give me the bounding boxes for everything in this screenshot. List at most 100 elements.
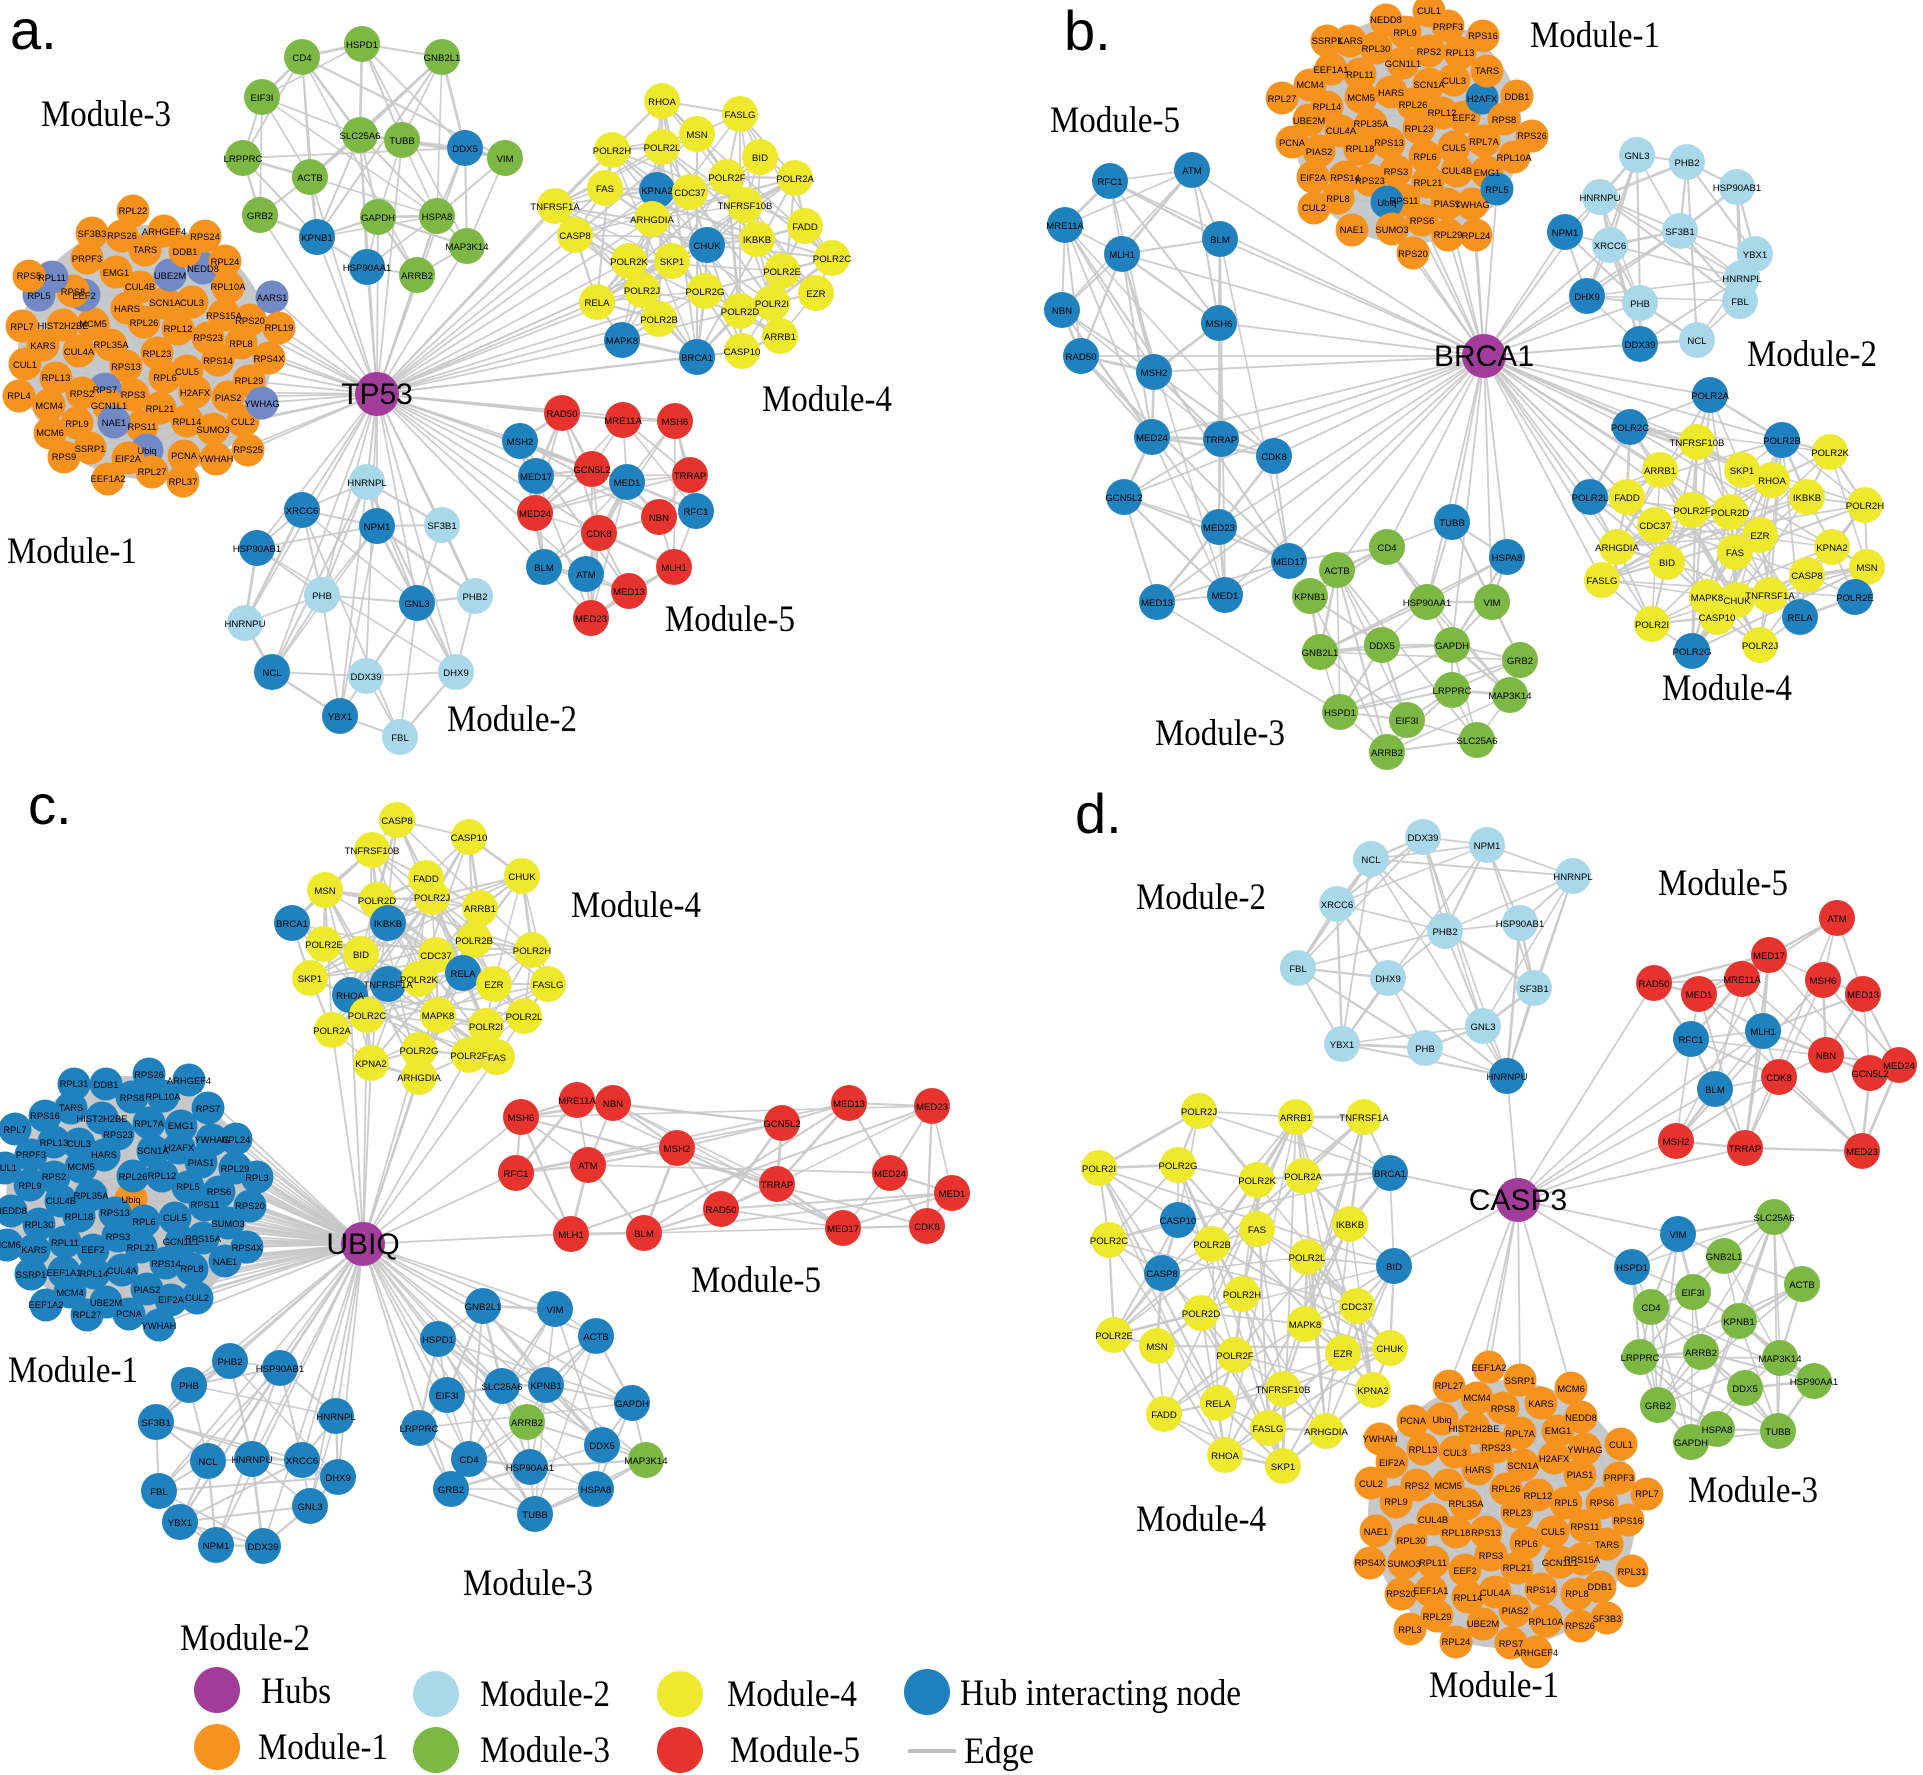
svg-text:YWHAG: YWHAG — [194, 1134, 229, 1145]
svg-text:RPL4: RPL4 — [7, 390, 30, 401]
svg-text:RPL13: RPL13 — [1409, 1444, 1438, 1455]
svg-text:BLM: BLM — [1210, 235, 1230, 246]
svg-text:RAD50: RAD50 — [1639, 979, 1670, 990]
svg-text:Module-2: Module-2 — [447, 699, 577, 740]
svg-text:TNFRSF1A: TNFRSF1A — [1745, 591, 1795, 602]
svg-text:ARHGEF4: ARHGEF4 — [167, 1075, 211, 1086]
svg-text:MSH6: MSH6 — [508, 1113, 535, 1124]
svg-text:Module-3: Module-3 — [1688, 1470, 1818, 1511]
svg-text:RPS13: RPS13 — [1374, 137, 1404, 148]
svg-text:DDB1: DDB1 — [172, 246, 197, 257]
svg-text:CASP3: CASP3 — [1469, 1184, 1567, 1217]
svg-text:POLR2B: POLR2B — [1193, 1240, 1231, 1251]
svg-text:CUL5: CUL5 — [1541, 1526, 1565, 1537]
svg-text:SKP1: SKP1 — [298, 974, 323, 985]
svg-text:POLR2G: POLR2G — [400, 1046, 439, 1057]
svg-text:EMG1: EMG1 — [103, 267, 130, 278]
svg-text:RPS8: RPS8 — [1492, 114, 1517, 125]
svg-text:CDC37: CDC37 — [1341, 1302, 1372, 1313]
svg-text:RPL12: RPL12 — [148, 1170, 177, 1181]
svg-text:KPNA2: KPNA2 — [1357, 1386, 1388, 1397]
svg-text:LRPPRC: LRPPRC — [224, 154, 263, 165]
svg-text:ARRB2: ARRB2 — [1371, 748, 1403, 759]
svg-text:RPL35A: RPL35A — [74, 1190, 110, 1201]
svg-text:PCNA: PCNA — [116, 1308, 143, 1319]
svg-text:UBE2M: UBE2M — [1293, 115, 1325, 126]
svg-text:MED24: MED24 — [874, 1169, 907, 1180]
svg-text:RPS26: RPS26 — [134, 1069, 164, 1080]
svg-text:GRB2: GRB2 — [247, 211, 273, 222]
svg-text:LRPPRC: LRPPRC — [1621, 1353, 1660, 1364]
svg-text:MSH6: MSH6 — [1810, 976, 1837, 987]
svg-text:RPL35A: RPL35A — [1449, 1498, 1485, 1509]
svg-text:EIF3I: EIF3I — [436, 1391, 459, 1402]
svg-text:IKBKB: IKBKB — [1793, 493, 1821, 504]
svg-text:CUL5: CUL5 — [1442, 142, 1466, 153]
svg-text:YBX1: YBX1 — [328, 712, 353, 723]
svg-text:ARHGDIA: ARHGDIA — [397, 1073, 441, 1084]
svg-text:GCN1L1: GCN1L1 — [1542, 1557, 1578, 1568]
svg-text:H2AFX: H2AFX — [1467, 93, 1498, 104]
svg-text:POLR2K: POLR2K — [610, 257, 648, 268]
svg-text:RPL10A: RPL10A — [1497, 152, 1533, 163]
svg-text:ACTB: ACTB — [1789, 1280, 1815, 1291]
svg-text:LRPPRC: LRPPRC — [1433, 686, 1472, 697]
svg-text:RPS14: RPS14 — [203, 355, 233, 366]
svg-text:RPL24: RPL24 — [222, 1134, 251, 1145]
svg-text:MLH1: MLH1 — [661, 563, 687, 574]
svg-text:YWHAH: YWHAH — [199, 453, 234, 464]
svg-text:MRE11A: MRE11A — [558, 1096, 596, 1107]
svg-text:CASP10: CASP10 — [1699, 613, 1736, 624]
svg-text:RPS2: RPS2 — [70, 388, 95, 399]
svg-text:SLC25A6: SLC25A6 — [481, 1382, 522, 1393]
svg-text:DHX9: DHX9 — [1375, 974, 1401, 985]
svg-text:CD4: CD4 — [459, 1455, 479, 1466]
svg-text:PIAS2: PIAS2 — [134, 1284, 161, 1295]
svg-text:Module-5: Module-5 — [691, 1260, 821, 1301]
svg-text:SF3B3: SF3B3 — [78, 228, 107, 239]
svg-text:RPS3: RPS3 — [106, 1231, 131, 1242]
svg-text:RPL11: RPL11 — [38, 272, 66, 283]
svg-text:MRE11A: MRE11A — [604, 416, 642, 427]
svg-text:EEF2: EEF2 — [1453, 1565, 1476, 1576]
svg-text:EIF2A: EIF2A — [1379, 1457, 1406, 1468]
svg-text:ATM: ATM — [578, 1161, 598, 1172]
svg-text:EZR: EZR — [1750, 531, 1769, 542]
svg-text:MCM6: MCM6 — [1557, 1383, 1585, 1394]
svg-text:TUBB: TUBB — [1439, 518, 1465, 529]
svg-text:RAD50: RAD50 — [547, 409, 578, 420]
svg-text:RPS25: RPS25 — [233, 444, 263, 455]
svg-text:EEF1A1: EEF1A1 — [1314, 64, 1349, 75]
svg-text:GNL3: GNL3 — [297, 1502, 322, 1513]
svg-text:EEF2: EEF2 — [1452, 112, 1475, 123]
svg-text:ARRB2: ARRB2 — [511, 1418, 543, 1429]
svg-text:FAS: FAS — [488, 1053, 506, 1064]
svg-text:NBN: NBN — [649, 513, 669, 524]
svg-text:GNL3: GNL3 — [1470, 1022, 1495, 1033]
svg-text:POLR2H: POLR2H — [1223, 1290, 1261, 1301]
svg-text:PIAS1: PIAS1 — [1434, 198, 1461, 209]
svg-text:HIST2H2BE: HIST2H2BE — [1448, 1423, 1499, 1434]
svg-text:DDX5: DDX5 — [589, 1441, 615, 1452]
svg-text:NEDD8: NEDD8 — [1565, 1412, 1597, 1423]
svg-text:DDX39: DDX39 — [1408, 833, 1439, 844]
svg-text:HNRNPU: HNRNPU — [1486, 1072, 1527, 1083]
svg-text:Module-3: Module-3 — [463, 1563, 593, 1604]
svg-text:RFC1: RFC1 — [503, 1169, 528, 1180]
svg-text:Ubiq: Ubiq — [1377, 197, 1396, 208]
svg-text:POLR2L: POLR2L — [1572, 493, 1609, 504]
svg-text:YWHAG: YWHAG — [244, 398, 279, 409]
svg-text:RPL8: RPL8 — [180, 1263, 203, 1274]
svg-text:RPL6: RPL6 — [153, 372, 176, 383]
svg-text:SCN1A: SCN1A — [1507, 1460, 1539, 1471]
svg-text:NPM1: NPM1 — [364, 522, 391, 533]
svg-text:HSPA8: HSPA8 — [581, 1485, 612, 1496]
svg-text:IKBKB: IKBKB — [743, 235, 771, 246]
svg-text:CHUK: CHUK — [1723, 596, 1751, 607]
svg-text:POLR2D: POLR2D — [721, 307, 759, 318]
svg-text:POLR2D: POLR2D — [1182, 1309, 1220, 1320]
svg-text:RPL35A: RPL35A — [94, 339, 130, 350]
svg-text:POLR2C: POLR2C — [813, 254, 851, 265]
svg-text:CASP10: CASP10 — [724, 347, 761, 358]
svg-text:DDX39: DDX39 — [1625, 340, 1656, 351]
